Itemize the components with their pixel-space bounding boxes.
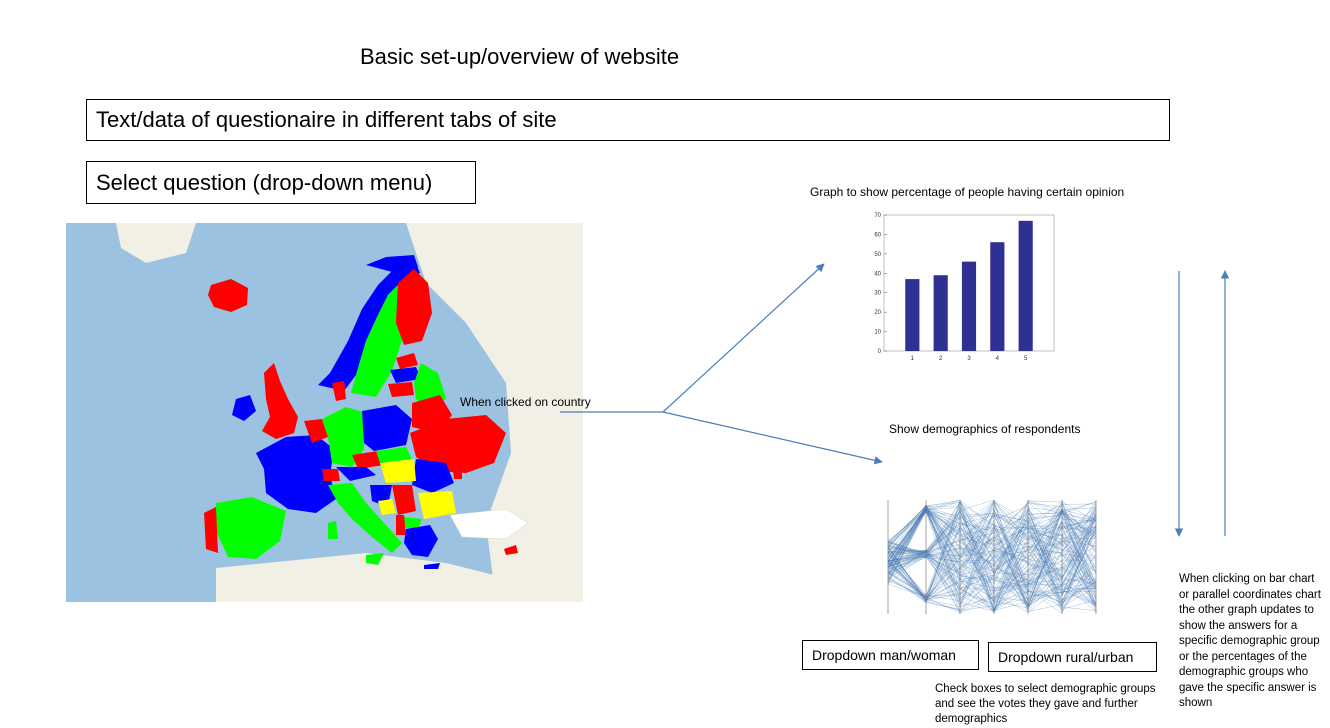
y-tick-label: 50 [874, 252, 881, 258]
country-finland [396, 269, 432, 345]
bar [933, 275, 948, 351]
y-tick-label: 30 [874, 291, 881, 297]
y-tick-label: 10 [874, 330, 881, 336]
country-lithuania [388, 382, 414, 397]
x-tick-label: 1 [911, 356, 915, 362]
country-latvia [390, 367, 421, 383]
map-land-africa [216, 553, 583, 602]
country-germany [322, 407, 366, 467]
map-land-middle-east [506, 463, 583, 553]
arrow-to-demographics [662, 411, 883, 465]
europe-map[interactable] [66, 223, 583, 602]
country-greece [404, 525, 438, 557]
country-macedonia [402, 517, 422, 529]
country-benelux [304, 419, 328, 443]
x-tick-label: 3 [967, 356, 971, 362]
demographics-title: Show demographics of respondents [889, 422, 1081, 436]
country-ukraine [410, 415, 506, 473]
country-denmark [332, 381, 346, 401]
country-hungary [380, 459, 416, 483]
country-austria [336, 467, 376, 481]
bar [905, 279, 920, 351]
y-tick-label: 60 [874, 232, 881, 238]
country-switzerland [322, 469, 340, 481]
country-bulgaria [418, 491, 456, 519]
country-bosnia [378, 499, 396, 515]
map-click-label: When clicked on country [460, 395, 591, 409]
x-tick-label: 5 [1024, 356, 1028, 362]
update-note: When clicking on bar chart or parallel c… [1179, 573, 1321, 709]
country-sicily [366, 553, 384, 565]
country-norway-north [366, 255, 418, 273]
country-poland [362, 405, 412, 451]
y-tick-label: 20 [874, 310, 881, 316]
x-tick-label: 4 [996, 356, 1000, 362]
checkbox-note: Check boxes to select demographic groups… [935, 683, 1156, 725]
country-portugal [204, 507, 218, 553]
map-land-greenland [116, 223, 196, 263]
country-spain [216, 497, 286, 559]
country-norway [318, 259, 420, 391]
country-sardinia [328, 521, 338, 539]
country-france [256, 435, 336, 513]
bar [961, 261, 977, 351]
y-tick-label: 70 [874, 213, 881, 219]
page-title: Basic set-up/overview of website [360, 44, 680, 69]
question-select-box[interactable]: Select question (drop-down menu) [86, 161, 476, 204]
country-romania [412, 459, 454, 493]
dropdown-area[interactable]: Dropdown rural/urban [988, 642, 1157, 672]
dropdown-gender[interactable]: Dropdown man/woman [802, 640, 979, 670]
country-ireland [232, 395, 256, 421]
country-cyprus [504, 545, 518, 555]
country-uk [262, 363, 298, 439]
arrow-to-bar-chart [662, 263, 825, 413]
bar [990, 242, 1005, 351]
country-moldova [452, 461, 462, 479]
country-iceland [208, 279, 248, 312]
country-slovakia [376, 447, 412, 463]
country-turkey [449, 508, 529, 540]
country-serbia [392, 485, 416, 515]
country-albania [396, 515, 406, 535]
tabs-box[interactable]: Text/data of questionaire in different t… [86, 99, 1170, 141]
country-sweden [351, 277, 408, 397]
country-estonia [396, 353, 418, 369]
country-czechia [352, 451, 384, 469]
y-tick-label: 0 [878, 349, 882, 355]
country-italy [328, 483, 402, 553]
bar-chart-title: Graph to show percentage of people havin… [810, 185, 1125, 199]
x-tick-label: 2 [939, 356, 943, 362]
bar-chart[interactable]: 0 10 20 30 40 50 60 70 1 2 3 4 5 [864, 207, 1064, 365]
bar [1018, 220, 1033, 351]
y-tick-label: 40 [874, 271, 881, 277]
country-crete [424, 563, 440, 569]
parallel-coordinates-chart[interactable] [876, 492, 1106, 622]
